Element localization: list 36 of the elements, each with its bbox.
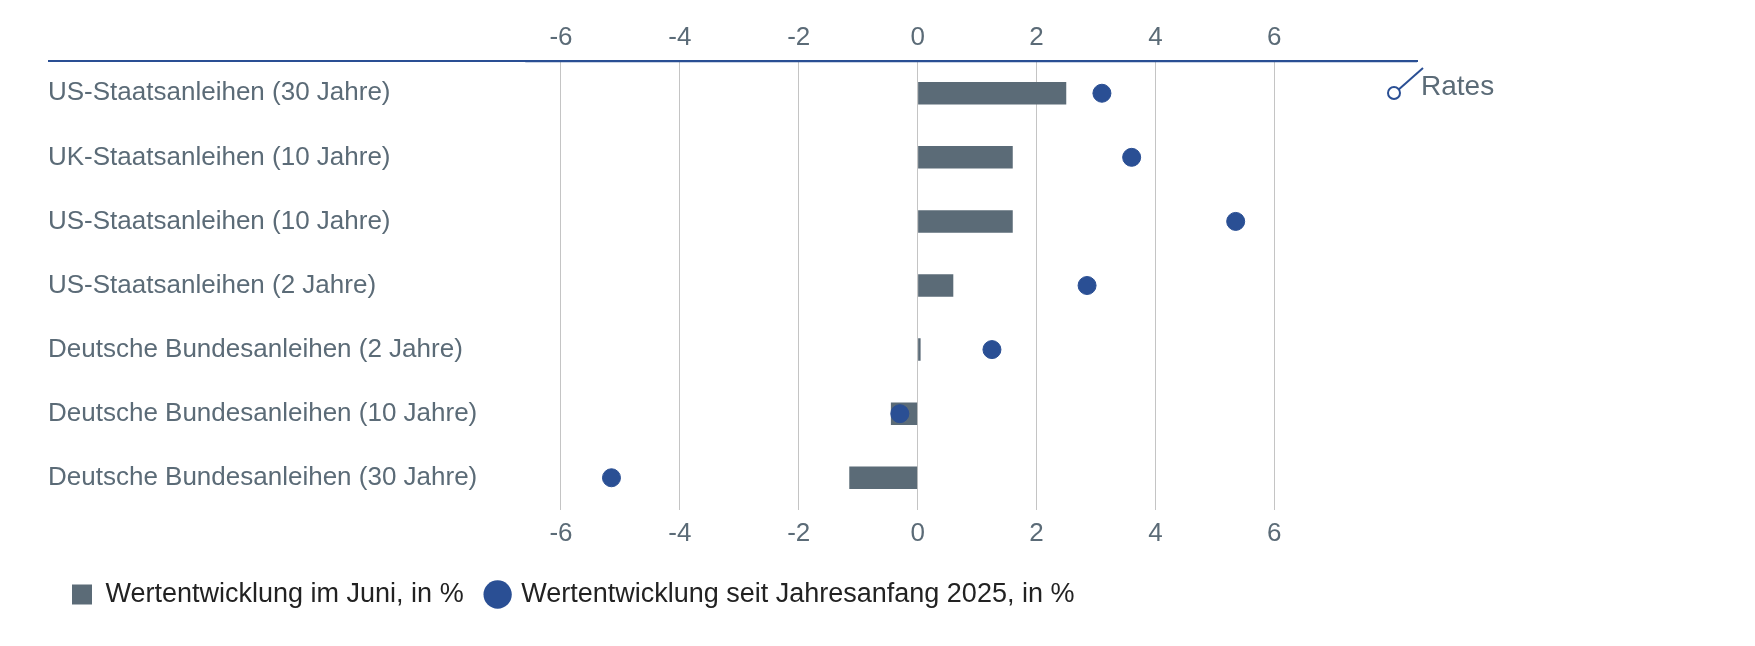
y-tick-label: Deutsche Bundesanleihen (30 Jahre) xyxy=(48,460,478,491)
point xyxy=(1092,83,1112,103)
text: Rates xyxy=(1421,69,1495,101)
x2-tick-label: 0 xyxy=(910,20,925,51)
x-tick-label: 2 xyxy=(1029,516,1044,547)
x2-tick-label: -2 xyxy=(787,20,811,51)
bar xyxy=(918,338,921,361)
x-tick-label: 0 xyxy=(910,516,925,547)
y-tick-label: US-Staatsanleihen (10 Jahre) xyxy=(48,204,391,235)
bar xyxy=(918,274,954,297)
bar xyxy=(918,82,1067,105)
x-tick-label: -4 xyxy=(668,516,692,547)
y-tick-label: Deutsche Bundesanleihen (2 Jahre) xyxy=(48,332,463,363)
x-tick-label: 6 xyxy=(1267,516,1282,547)
x-tick-label: 4 xyxy=(1148,516,1163,547)
x2-tick-label: 6 xyxy=(1267,20,1282,51)
y-tick-label: UK-Staatsanleihen (10 Jahre) xyxy=(48,140,391,171)
bar xyxy=(918,146,1013,169)
point xyxy=(601,468,621,488)
point xyxy=(1077,276,1097,295)
legend-label: Wertentwicklung seit Jahresanfang 2025, in % xyxy=(521,577,1075,608)
y-tick-label: US-Staatsanleihen (2 Jahre) xyxy=(48,268,377,299)
x-tick-label: -6 xyxy=(549,516,573,547)
x2-tick-label: -4 xyxy=(668,20,692,51)
point xyxy=(1122,147,1142,167)
x2-tick-label: 4 xyxy=(1148,20,1163,51)
bar xyxy=(849,466,918,489)
legend-label: Wertentwicklung im Juni, in % xyxy=(105,577,464,608)
point xyxy=(1226,211,1246,231)
y-tick-label: Deutsche Bundesanleihen (10 Jahre) xyxy=(48,396,478,427)
y-tick-label: US-Staatsanleihen (30 Jahre) xyxy=(48,76,391,107)
x2-tick-label: -6 xyxy=(549,20,573,51)
x-tick-label: -2 xyxy=(787,516,811,547)
x2-tick-label: 2 xyxy=(1029,20,1044,51)
bar xyxy=(918,210,1013,233)
point xyxy=(982,340,1002,360)
